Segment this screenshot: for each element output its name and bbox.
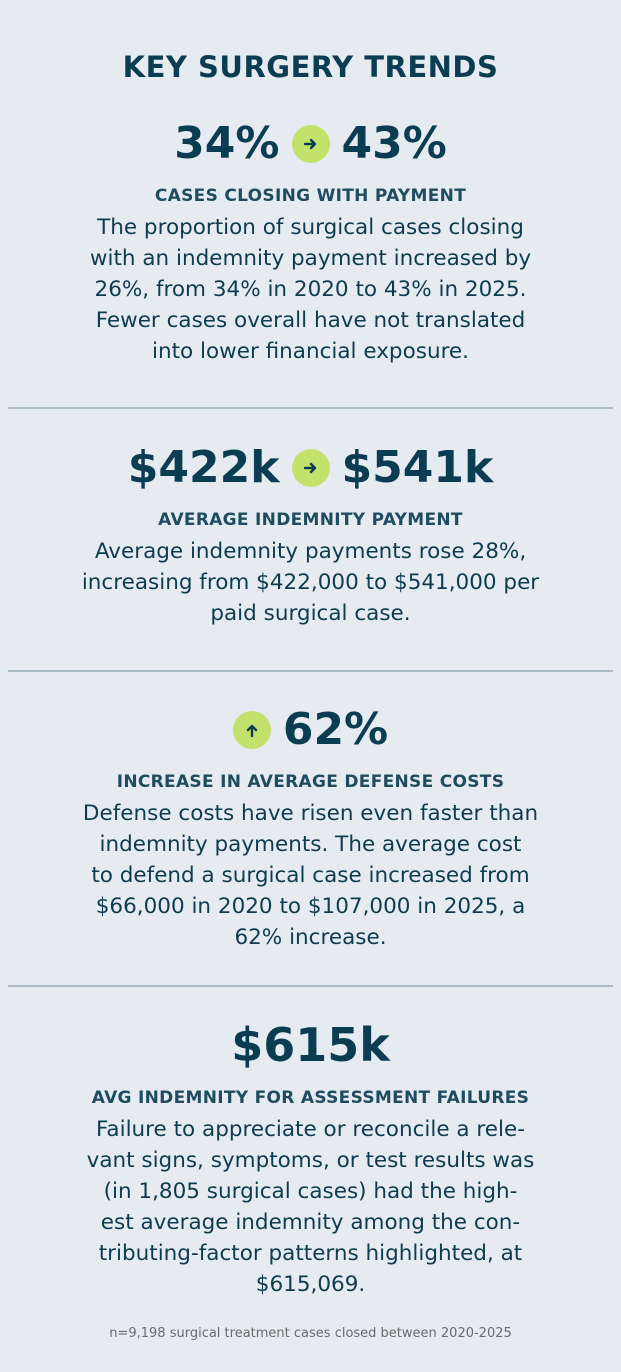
desc-line: Failure to appreciate or reconcile a rel… bbox=[96, 1117, 525, 1142]
desc-line: tributing-factor patterns highlighted, a… bbox=[98, 1241, 523, 1266]
desc-line: 26%, from 34% in 2020 to 43% in 2025. bbox=[94, 277, 527, 302]
arrow-up-icon bbox=[232, 711, 271, 749]
section-description: Failure to appreciate or reconcile a rel… bbox=[31, 1114, 591, 1300]
page-title: KEY SURGERY TRENDS bbox=[122, 50, 499, 84]
desc-line: $66,000 in 2020 to $107,000 in 2025, a bbox=[95, 894, 526, 919]
section-defense-costs: 62% INCREASE IN AVERAGE DEFENSE COSTS De… bbox=[0, 708, 621, 953]
section-heading: INCREASE IN AVERAGE DEFENSE COSTS bbox=[116, 772, 505, 792]
desc-line: The proportion of surgical cases closing bbox=[97, 215, 524, 240]
desc-line: with an indemnity payment increased by bbox=[89, 246, 532, 271]
divider bbox=[8, 407, 613, 409]
section-description: Defense costs have risen even faster tha… bbox=[31, 798, 591, 953]
stat-to: 43% bbox=[341, 118, 447, 169]
arrow-right-icon bbox=[291, 125, 330, 163]
desc-line: Defense costs have risen even faster tha… bbox=[82, 801, 539, 826]
arrow-right-icon bbox=[291, 449, 330, 487]
desc-line: paid surgical case. bbox=[210, 601, 411, 626]
section-description: The proportion of surgical cases closing… bbox=[31, 212, 591, 367]
stat-value: $615k bbox=[231, 1018, 390, 1072]
section-heading: CASES CLOSING WITH PAYMENT bbox=[154, 186, 467, 206]
footnote: n=9,198 surgical treatment cases closed … bbox=[109, 1326, 512, 1341]
stat-row: $422k $541k bbox=[0, 446, 621, 490]
desc-line: into lower financial exposure. bbox=[151, 339, 469, 364]
desc-line: 62% increase. bbox=[234, 925, 387, 950]
desc-line: $615,069. bbox=[255, 1272, 366, 1297]
desc-line: to defend a surgical case increased from bbox=[91, 863, 530, 888]
section-cases-closing: 34% 43% CASES CLOSING WITH PAYMENT The p… bbox=[0, 122, 621, 367]
section-description: Average indemnity payments rose 28%, inc… bbox=[31, 536, 591, 629]
desc-line: increasing from $422,000 to $541,000 per bbox=[81, 570, 540, 595]
desc-line: vant signs, symptoms, or test results wa… bbox=[86, 1148, 535, 1173]
stat-to: $541k bbox=[341, 442, 494, 493]
stat-from: $422k bbox=[127, 442, 280, 493]
section-avg-indemnity: $422k $541k AVERAGE INDEMNITY PAYMENT Av… bbox=[0, 446, 621, 629]
desc-line: indemnity payments. The average cost bbox=[99, 832, 522, 857]
desc-line: (in 1,805 surgical cases) had the high- bbox=[103, 1179, 518, 1204]
section-assessment-failures: $615k AVG INDEMNITY FOR ASSESSMENT FAILU… bbox=[0, 1022, 621, 1300]
stat-row: $615k bbox=[0, 1022, 621, 1068]
divider bbox=[8, 670, 613, 672]
stat-row: 34% 43% bbox=[0, 122, 621, 166]
desc-line: est average indemnity among the con- bbox=[100, 1210, 521, 1235]
stat-row: 62% bbox=[0, 708, 621, 752]
divider bbox=[8, 985, 613, 987]
stat-value: 62% bbox=[282, 704, 389, 755]
section-heading: AVERAGE INDEMNITY PAYMENT bbox=[158, 510, 463, 530]
desc-line: Average indemnity payments rose 28%, bbox=[94, 539, 527, 564]
section-heading: AVG INDEMNITY FOR ASSESSMENT FAILURES bbox=[91, 1088, 530, 1108]
stat-from: 34% bbox=[174, 118, 280, 169]
desc-line: Fewer cases overall have not translated bbox=[95, 308, 526, 333]
